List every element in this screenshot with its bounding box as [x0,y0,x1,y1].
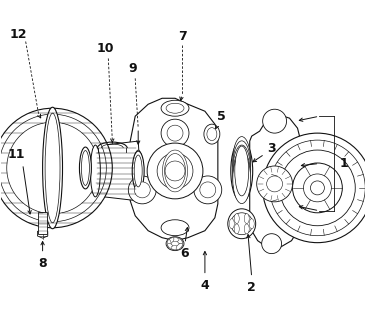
Circle shape [310,181,324,195]
Ellipse shape [171,246,179,250]
Ellipse shape [204,124,220,144]
Ellipse shape [234,224,239,234]
Ellipse shape [231,213,253,235]
Text: 7: 7 [178,30,186,43]
Ellipse shape [229,219,234,229]
Circle shape [7,122,98,214]
Ellipse shape [179,240,183,248]
Ellipse shape [90,145,100,197]
Text: 8: 8 [38,257,47,270]
Text: 5: 5 [217,110,226,123]
Circle shape [128,176,156,204]
Circle shape [0,114,107,222]
Circle shape [267,176,283,192]
Circle shape [194,176,222,204]
Ellipse shape [233,151,251,201]
Text: 2: 2 [247,281,256,294]
Ellipse shape [234,214,239,224]
Ellipse shape [45,113,60,223]
Circle shape [157,153,193,189]
Circle shape [200,182,216,198]
Polygon shape [128,98,218,241]
Ellipse shape [163,150,188,192]
Ellipse shape [167,240,171,248]
Text: 11: 11 [8,148,26,160]
Circle shape [262,234,281,254]
Text: 1: 1 [340,157,349,170]
Ellipse shape [233,145,251,197]
Ellipse shape [42,107,63,229]
Polygon shape [96,141,140,201]
Ellipse shape [166,103,184,113]
Ellipse shape [231,140,253,202]
Text: 3: 3 [267,141,276,155]
Text: 9: 9 [128,62,137,75]
Ellipse shape [81,151,89,185]
Ellipse shape [249,219,254,229]
Text: 10: 10 [97,42,114,55]
Ellipse shape [228,209,256,239]
Text: 12: 12 [10,28,27,41]
Circle shape [161,119,189,147]
Polygon shape [250,114,305,248]
Ellipse shape [171,238,179,242]
Ellipse shape [235,146,249,196]
Ellipse shape [161,100,189,116]
Circle shape [257,166,292,202]
Circle shape [134,182,150,198]
Circle shape [303,174,331,202]
Ellipse shape [233,137,251,185]
Text: 4: 4 [201,279,209,292]
Ellipse shape [134,155,142,187]
Ellipse shape [233,154,251,204]
Ellipse shape [168,243,174,250]
Ellipse shape [79,147,92,189]
Circle shape [270,140,365,236]
Ellipse shape [233,141,251,191]
Ellipse shape [207,128,217,141]
Circle shape [263,109,287,133]
Ellipse shape [133,150,143,192]
Ellipse shape [176,243,182,250]
Circle shape [292,163,342,213]
Ellipse shape [166,237,184,251]
Ellipse shape [168,238,174,244]
Circle shape [147,143,203,199]
Ellipse shape [161,220,189,236]
Circle shape [167,125,183,141]
Ellipse shape [244,214,249,224]
Ellipse shape [244,224,249,234]
Circle shape [0,108,112,228]
Ellipse shape [132,151,144,191]
Polygon shape [37,229,48,238]
Circle shape [263,133,366,243]
Polygon shape [38,212,47,234]
Text: 6: 6 [181,247,189,260]
Ellipse shape [165,154,186,188]
Circle shape [165,161,185,181]
Circle shape [280,150,355,226]
Ellipse shape [176,238,182,244]
